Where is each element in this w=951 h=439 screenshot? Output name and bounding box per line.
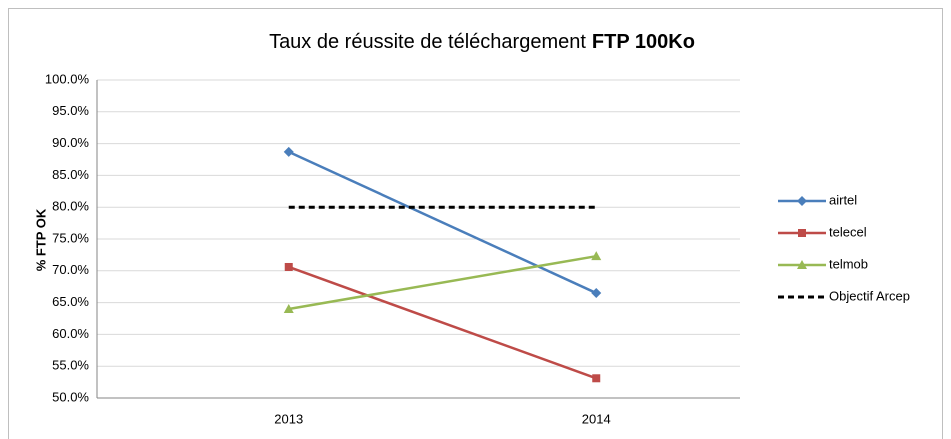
marker — [797, 196, 807, 206]
legend-label: airtel — [829, 192, 857, 207]
y-tick-label: 80.0% — [52, 199, 89, 214]
y-tick-label: 70.0% — [52, 262, 89, 277]
marker — [284, 262, 293, 271]
legend-label: telecel — [829, 224, 867, 239]
legend-label: telmob — [829, 256, 868, 271]
y-tick-label: 50.0% — [52, 389, 89, 404]
marker — [283, 303, 294, 313]
title-text: Taux de réussite de téléchargement — [269, 31, 586, 53]
y-tick-label: 85.0% — [52, 167, 89, 182]
y-axis-label: % FTP OK — [33, 208, 48, 271]
marker — [798, 229, 806, 237]
y-tick-label: 75.0% — [52, 230, 89, 245]
title-bold: FTP 100Ko — [592, 31, 695, 53]
marker — [592, 374, 601, 383]
y-tick-label: 65.0% — [52, 294, 89, 309]
marker — [591, 288, 602, 299]
y-tick-label: 95.0% — [52, 103, 89, 118]
marker — [797, 260, 807, 269]
marker — [283, 146, 294, 157]
y-tick-label: 90.0% — [52, 135, 89, 150]
x-tick-label: 2014 — [582, 411, 611, 426]
y-tick-label: 55.0% — [52, 358, 89, 373]
legend-label: Objectif Arcep — [829, 288, 910, 303]
x-tick-label: 2013 — [274, 411, 303, 426]
chart-border — [8, 8, 943, 439]
series-line — [288, 265, 597, 380]
y-tick-label: 100.0% — [45, 71, 90, 86]
marker — [591, 251, 602, 261]
series-line — [288, 150, 597, 295]
y-tick-label: 60.0% — [52, 326, 89, 341]
series-line — [288, 254, 597, 311]
chart-title: Taux de réussite de téléchargement FTP 10… — [269, 31, 695, 53]
